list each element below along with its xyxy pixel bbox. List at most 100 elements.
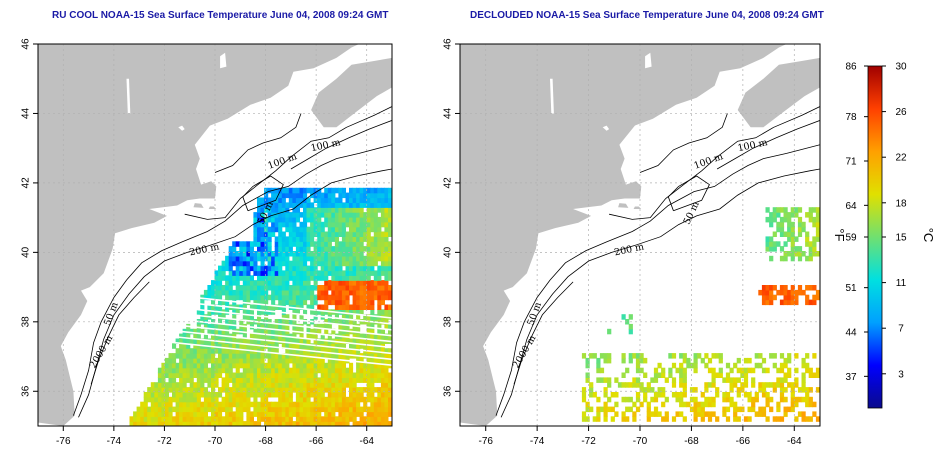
- x-tick-label: -66: [309, 436, 324, 447]
- sst-pixel: [257, 421, 262, 426]
- sst-pixel: [384, 392, 389, 398]
- sst-pixel: [303, 377, 308, 383]
- sst-pixel: [324, 260, 329, 267]
- sst-pixel: [621, 357, 626, 364]
- sst-pixel: [228, 246, 233, 252]
- sst-pixel: [596, 411, 601, 417]
- sst-pixel: [327, 299, 332, 306]
- sst-pixel: [274, 401, 279, 408]
- sst-pixel: [388, 377, 392, 383]
- sst-pixel: [349, 207, 354, 213]
- sst-pixel: [603, 416, 608, 422]
- sst-pixel: [790, 289, 795, 296]
- sst-pixel: [359, 231, 364, 237]
- sst-pixel: [380, 362, 385, 369]
- sst-pixel: [242, 265, 247, 272]
- sst-pixel: [334, 187, 339, 194]
- sst-pixel: [317, 251, 322, 257]
- sst-pixel: [310, 285, 315, 291]
- sst-pixel: [179, 411, 184, 417]
- sst-pixel: [377, 353, 382, 359]
- sst-pixel: [377, 251, 382, 257]
- sst-pixel: [776, 406, 781, 413]
- sst-pixel: [349, 362, 354, 369]
- sst-pixel: [388, 246, 392, 252]
- sst-pixel: [661, 401, 666, 408]
- sst-pixel: [320, 275, 325, 281]
- sst-pixel: [373, 338, 378, 344]
- sst-pixel: [345, 260, 350, 267]
- sst-pixel: [239, 338, 244, 344]
- sst-pixel: [808, 216, 813, 223]
- sst-pixel: [345, 275, 350, 281]
- sst-pixel: [370, 323, 375, 330]
- sst-pixel: [384, 304, 389, 310]
- sst-pixel: [313, 275, 318, 281]
- sst-pixel: [729, 401, 734, 408]
- sst-pixel: [172, 416, 177, 422]
- sst-pixel: [331, 357, 336, 364]
- sst-pixel: [310, 251, 315, 257]
- sst-pixel: [345, 294, 350, 301]
- sst-pixel: [341, 406, 346, 413]
- sst-pixel: [349, 348, 354, 354]
- sst-pixel: [196, 406, 201, 413]
- sst-pixel: [218, 294, 223, 301]
- sst-pixel: [370, 216, 375, 223]
- sst-pixel: [196, 328, 201, 335]
- sst-pixel: [140, 401, 145, 408]
- sst-pixel: [317, 357, 322, 364]
- sst-pixel: [186, 333, 191, 340]
- sst-pixel: [790, 299, 795, 306]
- sst-pixel: [271, 343, 276, 349]
- sst-pixel: [794, 396, 799, 403]
- sst-pixel: [203, 289, 208, 296]
- sst-pixel: [179, 357, 184, 364]
- sst-pixel: [794, 299, 799, 306]
- sst-pixel: [377, 187, 382, 194]
- sst-pixel: [334, 387, 339, 393]
- sst-pixel: [787, 226, 792, 233]
- sst-pixel: [384, 246, 389, 252]
- sst-pixel: [808, 251, 813, 257]
- sst-pixel: [228, 294, 233, 301]
- sst-pixel: [352, 246, 357, 252]
- isobath-line: [90, 281, 150, 385]
- sst-pixel: [384, 377, 389, 383]
- sst-pixel: [327, 323, 332, 330]
- sst-pixel: [320, 353, 325, 359]
- sst-pixel: [306, 406, 311, 413]
- sst-pixel: [359, 236, 364, 242]
- sst-pixel: [267, 275, 272, 281]
- sst-pixel: [743, 382, 749, 388]
- sst-pixel: [264, 192, 269, 199]
- sst-pixel: [384, 362, 389, 369]
- sst-pixel: [150, 421, 155, 426]
- sst-pixel: [278, 255, 283, 262]
- sst-pixel: [380, 319, 385, 325]
- scan-gap: [174, 330, 392, 355]
- sst-pixel: [281, 299, 286, 306]
- isobath-line: [242, 175, 284, 212]
- sst-pixel: [384, 255, 389, 262]
- sst-pixel: [366, 353, 371, 359]
- sst-pixel: [306, 421, 311, 426]
- sst-pixel: [288, 357, 293, 364]
- sst-pixel: [239, 357, 244, 364]
- sst-pixel: [278, 411, 283, 417]
- sst-pixel: [288, 260, 293, 267]
- sst-pixel: [377, 416, 382, 422]
- sst-pixel: [377, 401, 382, 408]
- sst-pixel: [356, 270, 361, 276]
- sst-pixel: [366, 377, 371, 383]
- sst-pixel: [324, 411, 329, 417]
- sst-pixel: [331, 275, 336, 281]
- sst-pixel: [338, 226, 343, 233]
- sst-pixel: [617, 382, 623, 388]
- sst-pixel: [267, 265, 272, 272]
- sst-pixel: [303, 231, 308, 237]
- sst-pixel: [267, 236, 272, 242]
- sst-pixel: [704, 353, 709, 359]
- sst-pixel: [218, 387, 223, 393]
- sst-pixel: [614, 401, 619, 408]
